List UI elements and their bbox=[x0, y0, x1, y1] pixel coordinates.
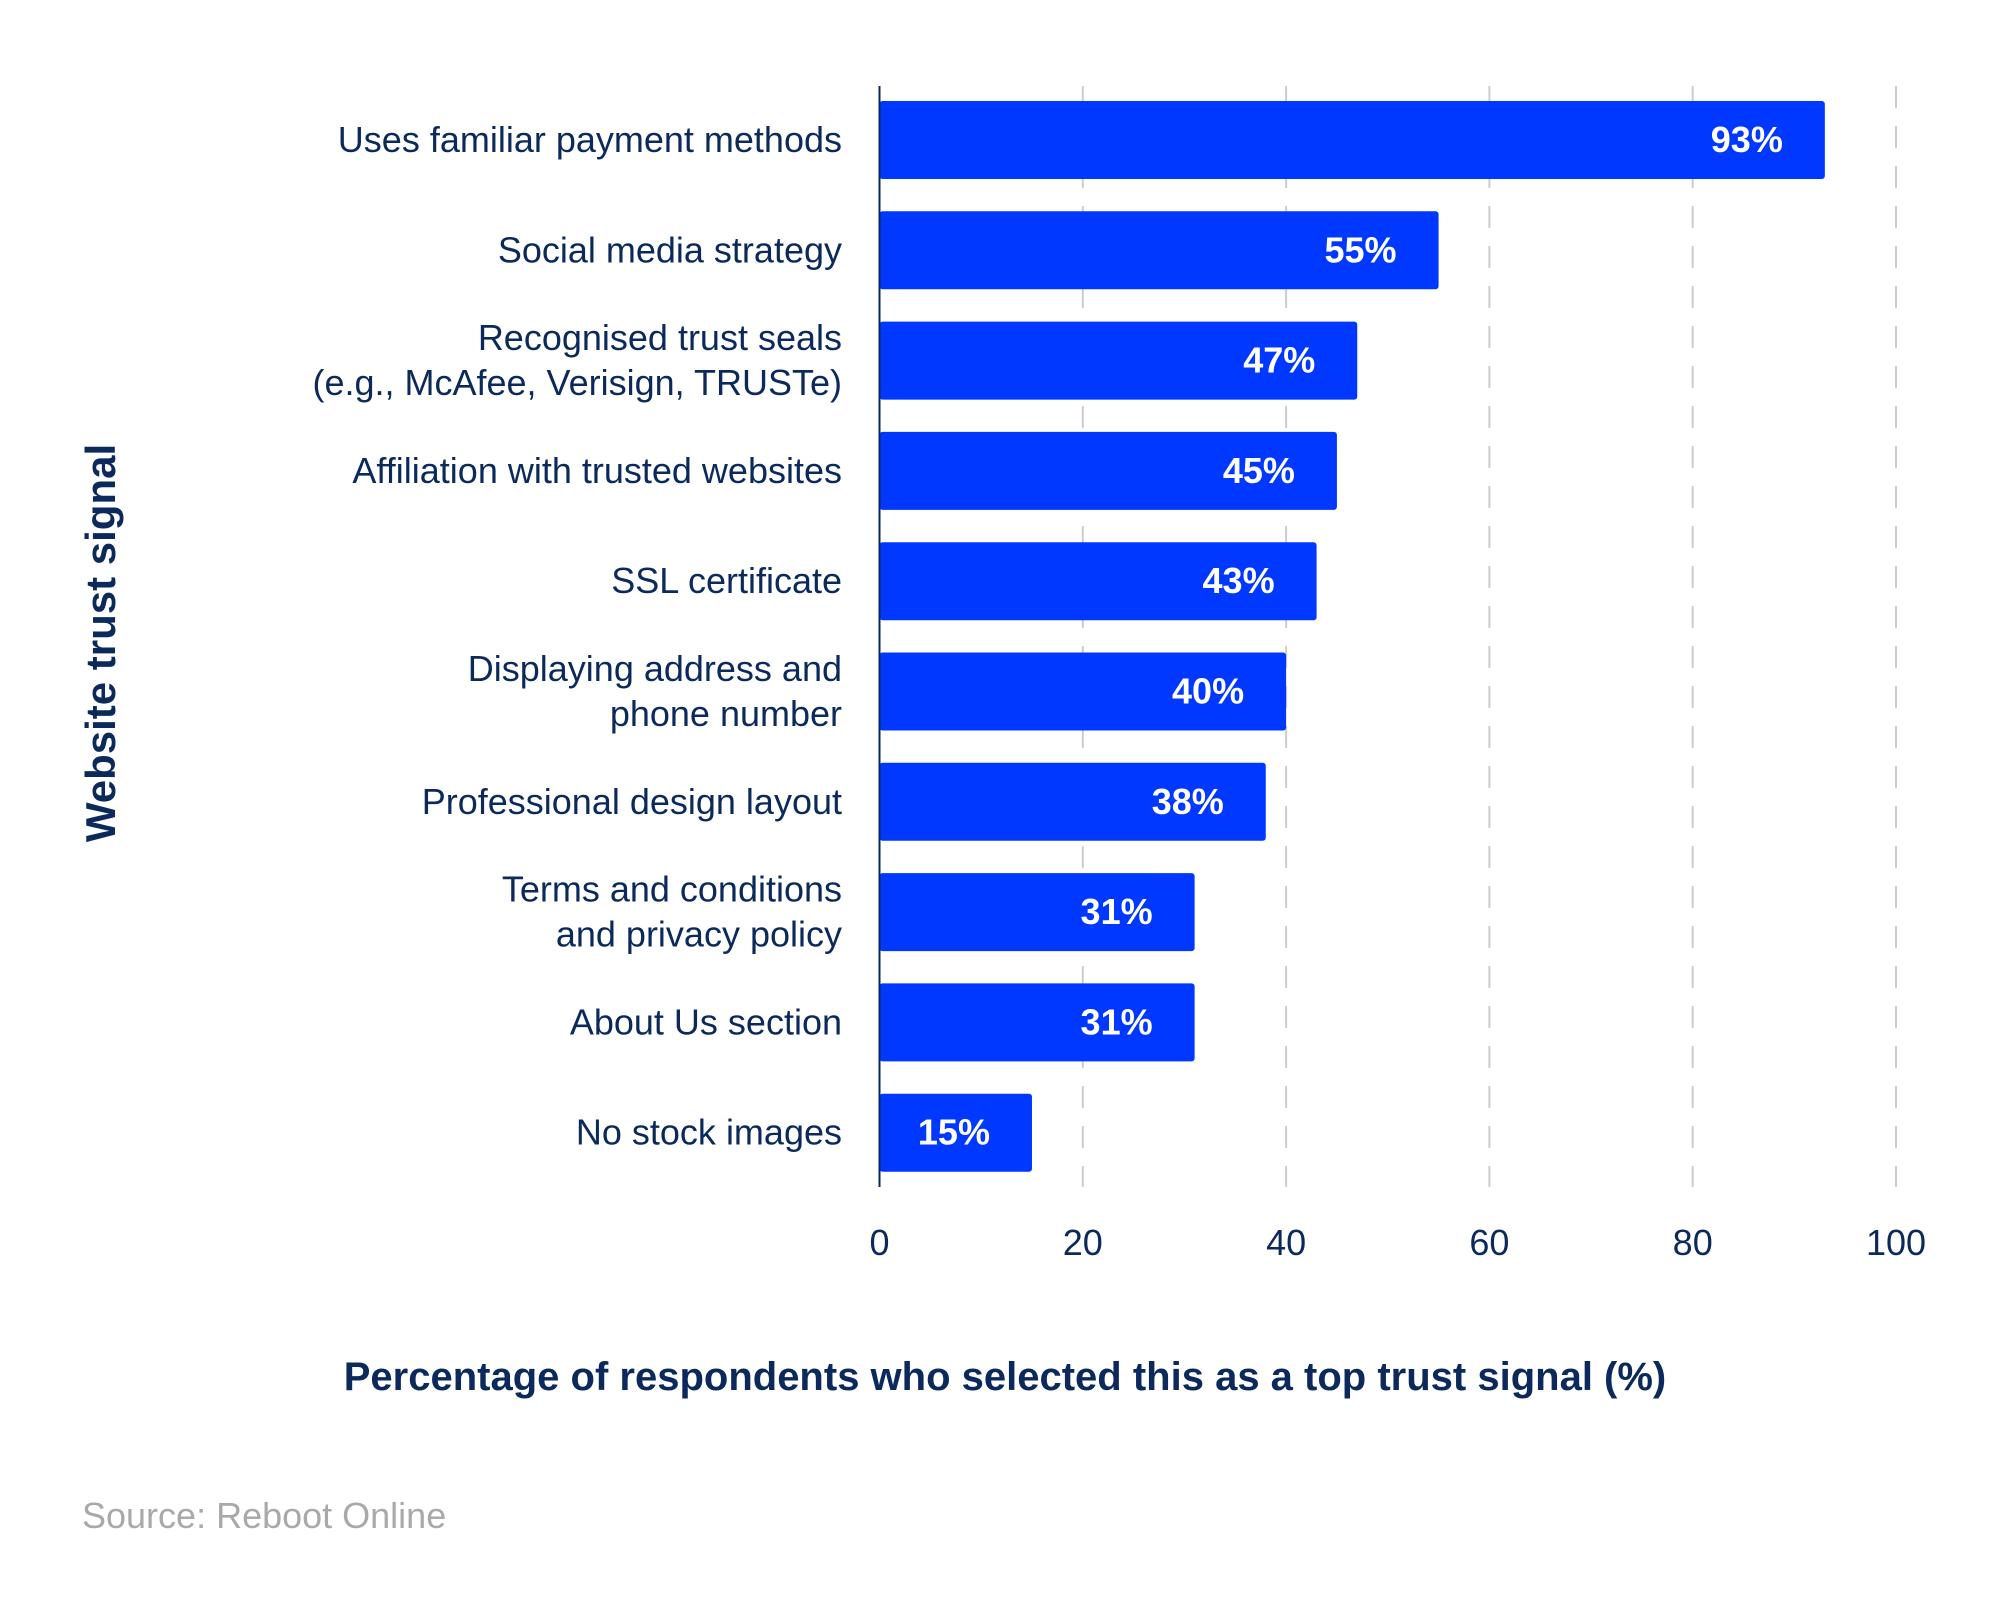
bar bbox=[879, 652, 1287, 731]
bar-group: 40% Displaying address and phone number bbox=[468, 648, 1287, 734]
category-label-line: No stock images bbox=[576, 1112, 842, 1153]
category-label-line: Recognised trust seals bbox=[478, 317, 842, 358]
bar-group: 45% Affiliation with trusted websites bbox=[352, 431, 1337, 510]
data-label: 31% bbox=[1081, 891, 1153, 932]
data-label: 47% bbox=[1243, 340, 1315, 381]
bars: 93% Uses familiar payment methods 55% Socia… bbox=[312, 101, 1825, 1172]
category-label: Uses familiar payment methods bbox=[338, 119, 842, 160]
category-label-line: Professional design layout bbox=[422, 781, 842, 822]
category-label: Displaying address and phone number bbox=[468, 648, 842, 734]
bar bbox=[879, 211, 1439, 290]
category-label: About Us section bbox=[570, 1001, 842, 1042]
bar-group: 43% SSL certificate bbox=[611, 542, 1317, 621]
data-label: 55% bbox=[1325, 229, 1397, 270]
x-tick-label: 100 bbox=[1866, 1222, 1926, 1263]
y-axis-title: Website trust signal bbox=[77, 444, 124, 842]
bar bbox=[879, 542, 1317, 621]
data-label: 31% bbox=[1081, 1001, 1153, 1042]
category-label-line: phone number bbox=[610, 693, 842, 734]
bar bbox=[879, 101, 1825, 179]
data-label: 43% bbox=[1203, 560, 1275, 601]
bar-group: 93% Uses familiar payment methods bbox=[338, 101, 1825, 179]
category-label-line: Displaying address and bbox=[468, 648, 842, 689]
x-tick-label: 20 bbox=[1063, 1222, 1103, 1263]
bar bbox=[879, 1093, 1032, 1172]
category-label: Recognised trust seals (e.g., McAfee, Ver… bbox=[312, 317, 842, 403]
bar-group: 15% No stock images bbox=[576, 1093, 1032, 1172]
bar bbox=[879, 321, 1358, 400]
bar-group: 47% Recognised trust seals (e.g., McAfee, … bbox=[312, 317, 1358, 403]
category-label-line: Terms and conditions bbox=[502, 869, 842, 910]
category-label-line: and privacy policy bbox=[556, 914, 842, 955]
category-label: SSL certificate bbox=[611, 560, 842, 601]
bar bbox=[879, 431, 1337, 510]
bar bbox=[879, 983, 1195, 1062]
category-label-line: Affiliation with trusted websites bbox=[352, 450, 842, 491]
category-label: Social media strategy bbox=[498, 229, 842, 270]
bar-group: 31% About Us section bbox=[570, 983, 1195, 1062]
category-label: No stock images bbox=[576, 1112, 842, 1153]
x-tick-label: 80 bbox=[1673, 1222, 1713, 1263]
data-label: 15% bbox=[918, 1112, 990, 1153]
data-label: 40% bbox=[1172, 671, 1244, 712]
data-label: 93% bbox=[1711, 119, 1783, 160]
category-label-line: Uses familiar payment methods bbox=[338, 119, 842, 160]
category-label-line: Social media strategy bbox=[498, 229, 842, 270]
x-tick-label: 60 bbox=[1469, 1222, 1509, 1263]
category-label-line: SSL certificate bbox=[611, 560, 842, 601]
x-axis-title: Percentage of respondents who selected t… bbox=[344, 1355, 1667, 1399]
bar bbox=[879, 762, 1266, 841]
bar-group: 55% Social media strategy bbox=[498, 211, 1439, 290]
data-label: 38% bbox=[1152, 781, 1224, 822]
category-label: Professional design layout bbox=[422, 781, 842, 822]
source-note: Source: Reboot Online bbox=[82, 1495, 446, 1536]
category-label-line: (e.g., McAfee, Verisign, TRUSTe) bbox=[312, 362, 842, 403]
bar bbox=[879, 873, 1195, 952]
x-tick-label: 40 bbox=[1266, 1222, 1306, 1263]
x-tick-label: 0 bbox=[869, 1222, 889, 1263]
data-label: 45% bbox=[1223, 450, 1295, 491]
x-tick-labels: 0 20 40 60 80 100 bbox=[869, 1222, 1926, 1263]
bar-group: 38% Professional design layout bbox=[422, 762, 1266, 841]
bar-group: 31% Terms and conditions and privacy polic… bbox=[502, 869, 1195, 955]
category-label-line: About Us section bbox=[570, 1001, 842, 1042]
category-label: Terms and conditions and privacy policy bbox=[502, 869, 842, 955]
category-label: Affiliation with trusted websites bbox=[352, 450, 842, 491]
